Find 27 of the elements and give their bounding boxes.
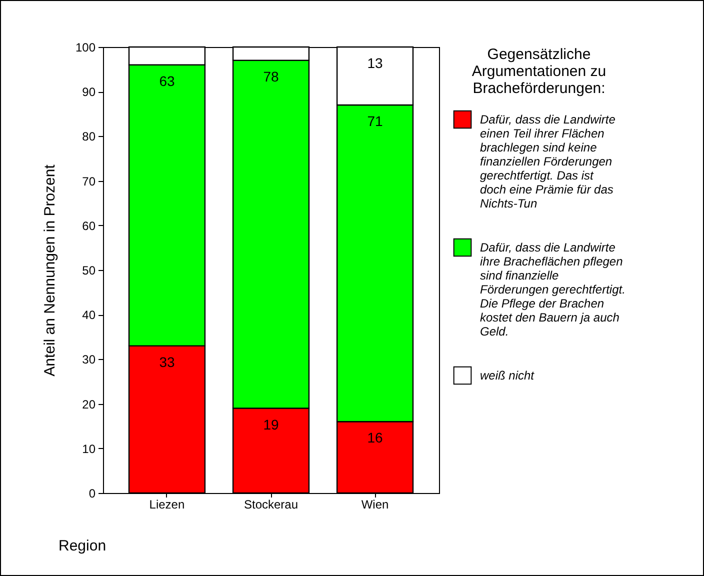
y-tick-label: 30 bbox=[82, 352, 96, 367]
y-tick-label: 10 bbox=[82, 442, 96, 456]
data-label: 16 bbox=[367, 430, 384, 446]
y-tick-label: 70 bbox=[82, 174, 96, 188]
data-label: 13 bbox=[367, 55, 384, 71]
legend-label: Dafür, dass die Landwirte ihre Bracheflächen pflegen sind finanzielle Förderungen gerechtfertigt. Die Pflege der Brachen kostet den Bauern ja auch Geld. bbox=[480, 240, 626, 338]
data-label: 71 bbox=[367, 112, 384, 129]
data-label: 33 bbox=[159, 354, 175, 370]
y-tick-label: 60 bbox=[82, 218, 96, 233]
y-tick-label: 40 bbox=[82, 308, 96, 322]
legend-label: weiß nicht bbox=[480, 368, 535, 382]
x-axis-title: Region bbox=[58, 538, 106, 554]
y-tick-label: 50 bbox=[82, 264, 96, 278]
x-tick-label: Stockerau bbox=[244, 498, 298, 512]
data-label: 78 bbox=[263, 68, 279, 84]
y-tick-label: 0 bbox=[88, 486, 96, 500]
x-tick-label: Wien bbox=[361, 498, 389, 512]
y-tick-label: 100 bbox=[75, 40, 96, 54]
y-tick-label: 20 bbox=[82, 397, 96, 412]
y-tick-label: 80 bbox=[82, 130, 96, 144]
data-label: 19 bbox=[263, 416, 279, 432]
y-tick-label: 90 bbox=[82, 85, 96, 100]
y-axis-title: Anteil an Nennungen in Prozent bbox=[41, 164, 58, 376]
legend-label: Dafür, dass die Landwirte einen Teil ihrer Flächen brachlegen sind keine finanziellen Förderungen gerechtfertigt. Das ist doch eine Prämie für das Nichts-Tun bbox=[480, 112, 616, 210]
data-label: 63 bbox=[159, 72, 175, 89]
x-tick-label: Liezen bbox=[149, 498, 185, 512]
legend-title: Gegensätzliche Argumentationen zu Bracheförderungen: bbox=[472, 46, 606, 97]
